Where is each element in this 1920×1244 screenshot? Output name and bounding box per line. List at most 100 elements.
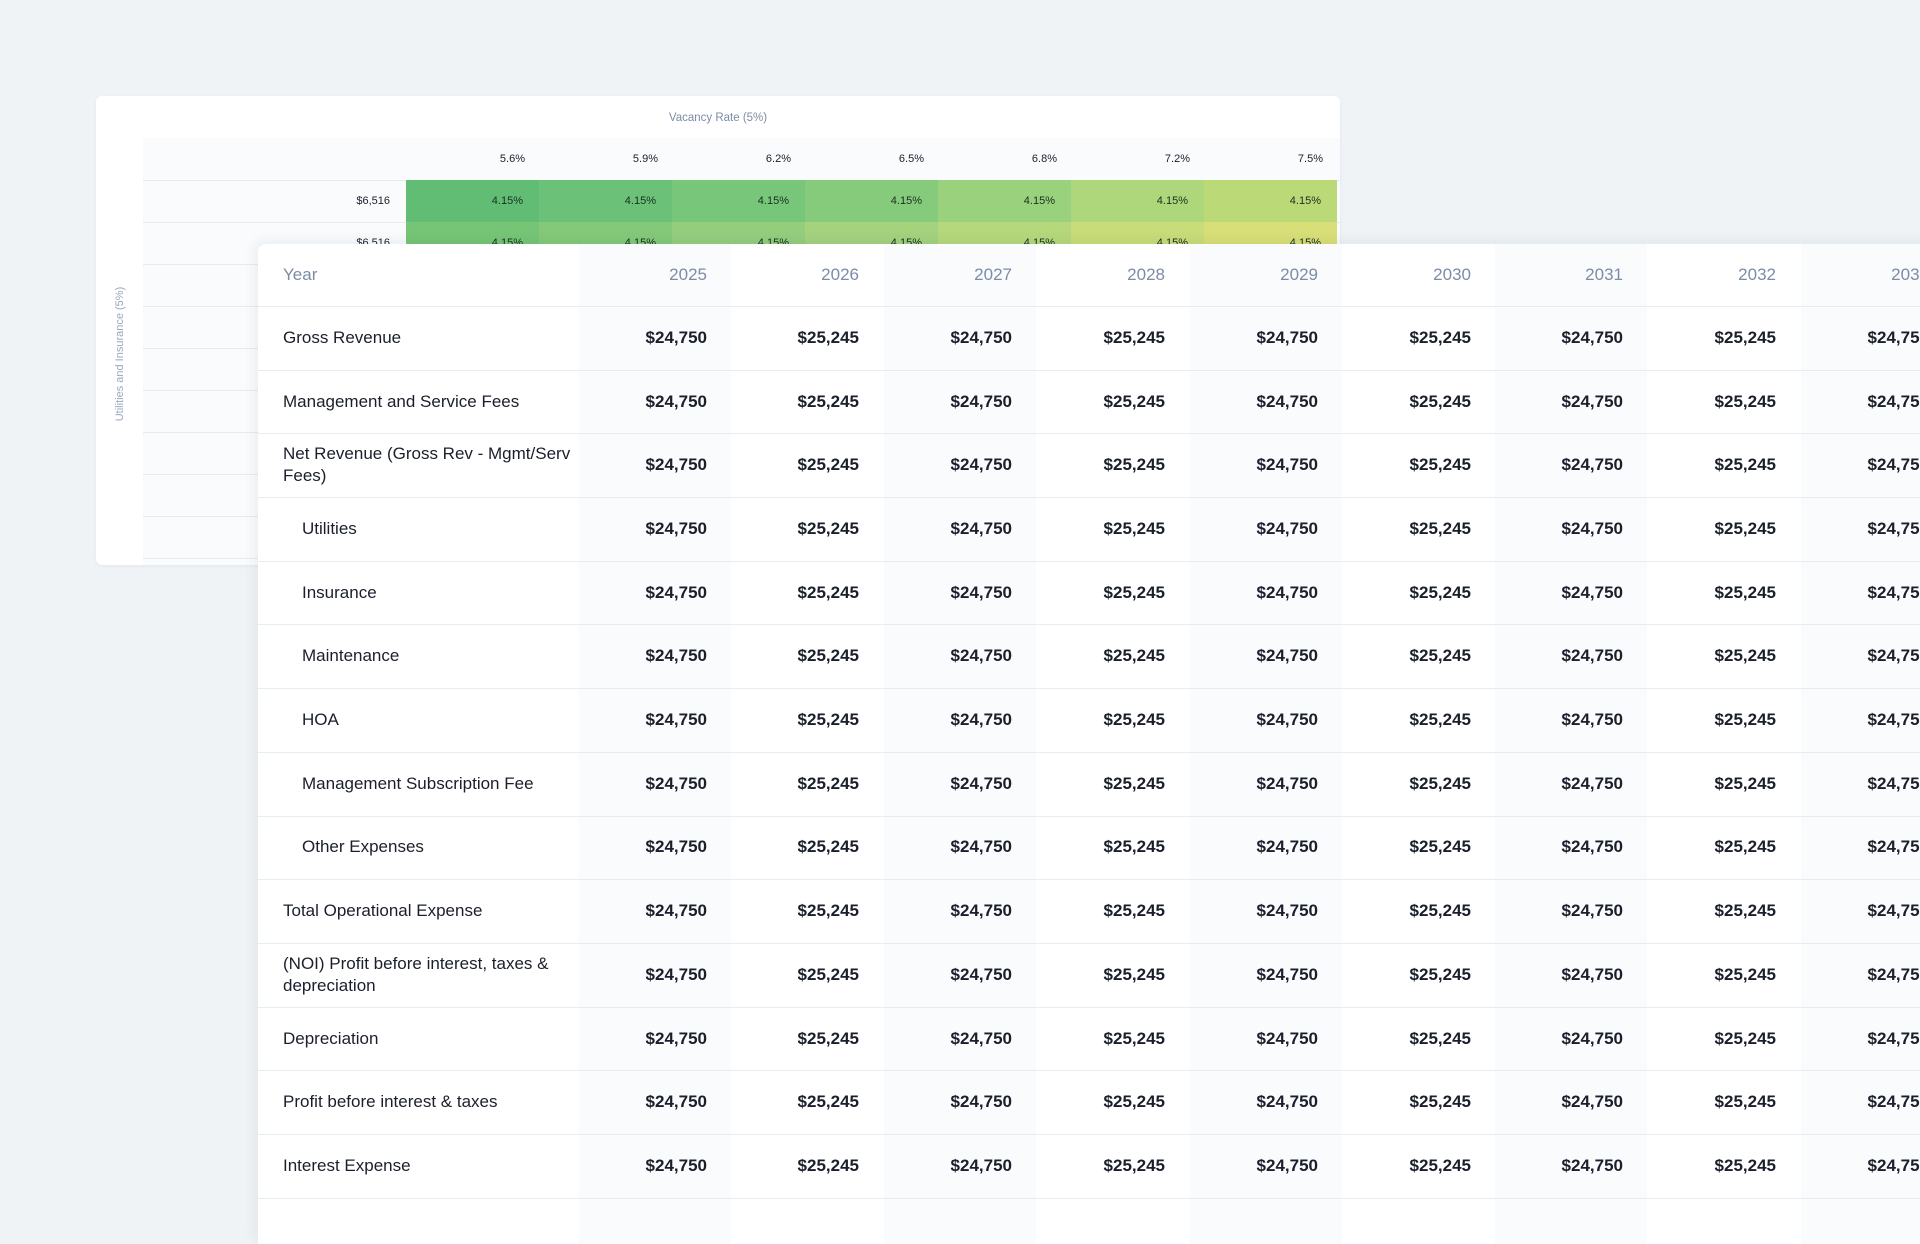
year-column-header: 2025 bbox=[669, 265, 707, 284]
value-cell: $24,750 bbox=[950, 964, 1012, 984]
value-cell: $24,750 bbox=[1867, 1155, 1920, 1175]
value-cell: $25,245 bbox=[797, 582, 859, 602]
value-cell: $24,750 bbox=[950, 391, 1012, 411]
value-cell: $24,750 bbox=[1561, 518, 1623, 538]
value-cell: $25,245 bbox=[797, 710, 859, 730]
value-cell: $25,245 bbox=[1714, 901, 1776, 921]
sensitivity-row: $6,516 4.15% 4.15% 4.15% 4.15% 4.15% 4.15% 4.15… bbox=[143, 180, 1340, 223]
value-cell: $25,245 bbox=[1103, 582, 1165, 602]
row-label: HOA bbox=[302, 710, 339, 730]
value-cell: $24,750 bbox=[1256, 837, 1318, 857]
value-cell: $25,245 bbox=[797, 773, 859, 793]
value-cell: $25,245 bbox=[1409, 518, 1471, 538]
row-label: Net Revenue (Gross Rev - Mgmt/Serv Fees) bbox=[283, 444, 571, 486]
value-cell: $25,245 bbox=[1714, 710, 1776, 730]
value-cell: $24,750 bbox=[1256, 964, 1318, 984]
column-shade bbox=[579, 244, 731, 1244]
value-cell: $25,245 bbox=[797, 391, 859, 411]
sensitivity-column-header: 6.8% bbox=[1031, 153, 1057, 165]
value-cell: $24,750 bbox=[950, 327, 1012, 347]
column-shade bbox=[1495, 244, 1647, 1244]
table-row: Management Subscription Fee $24,750 $25,24… bbox=[258, 752, 1920, 817]
value-cell: $24,750 bbox=[950, 1155, 1012, 1175]
year-column-header: 2026 bbox=[821, 265, 859, 284]
sensitivity-column-header: 6.2% bbox=[765, 153, 791, 165]
value-cell: $24,750 bbox=[645, 455, 707, 475]
value-cell: $25,245 bbox=[1409, 964, 1471, 984]
value-cell: $24,750 bbox=[1256, 518, 1318, 538]
value-cell: $24,750 bbox=[645, 1155, 707, 1175]
projection-table: Year 2025 2026 2027 2028 2029 2030 2031 2032 203… bbox=[258, 244, 1920, 1244]
value-cell: $24,750 bbox=[1867, 391, 1920, 411]
value-cell: $25,245 bbox=[1714, 646, 1776, 666]
value-cell: $25,245 bbox=[1103, 773, 1165, 793]
value-cell: $24,750 bbox=[1867, 582, 1920, 602]
row-label: Utilities bbox=[302, 518, 357, 538]
value-cell: $24,750 bbox=[1256, 327, 1318, 347]
value-cell: $24,750 bbox=[1256, 901, 1318, 921]
value-cell: $25,245 bbox=[797, 1092, 859, 1112]
column-shade bbox=[1190, 244, 1342, 1244]
value-cell: $24,750 bbox=[645, 1028, 707, 1048]
value-cell: $25,245 bbox=[1409, 901, 1471, 921]
value-cell: $24,750 bbox=[645, 773, 707, 793]
value-cell: $24,750 bbox=[950, 901, 1012, 921]
value-cell: $25,245 bbox=[1409, 837, 1471, 857]
value-cell: $24,750 bbox=[1561, 646, 1623, 666]
value-cell: $24,750 bbox=[950, 1028, 1012, 1048]
value-cell: $24,750 bbox=[645, 391, 707, 411]
value-cell: $24,750 bbox=[950, 518, 1012, 538]
sensitivity-column-header: 7.2% bbox=[1164, 153, 1190, 165]
sensitivity-cell: 4.15% bbox=[1204, 180, 1337, 222]
value-cell: $25,245 bbox=[1409, 710, 1471, 730]
value-cell: $24,750 bbox=[950, 710, 1012, 730]
value-cell: $25,245 bbox=[1103, 646, 1165, 666]
value-cell: $25,245 bbox=[1714, 1092, 1776, 1112]
value-cell: $25,245 bbox=[1714, 1155, 1776, 1175]
value-cell: $24,750 bbox=[645, 646, 707, 666]
row-label: (NOI) Profit before interest, taxes & de… bbox=[283, 953, 549, 995]
year-column-header: 2032 bbox=[1738, 265, 1776, 284]
value-cell: $24,750 bbox=[950, 773, 1012, 793]
sensitivity-y-axis-label: Utilities and Insurance (5%) bbox=[114, 286, 126, 422]
sensitivity-row-label: $6,516 bbox=[356, 195, 390, 207]
row-label: Profit before interest & taxes bbox=[283, 1092, 498, 1112]
value-cell: $24,750 bbox=[1561, 901, 1623, 921]
row-label: Management and Service Fees bbox=[283, 391, 520, 411]
value-cell: $24,750 bbox=[645, 710, 707, 730]
value-cell: $25,245 bbox=[1409, 1155, 1471, 1175]
value-cell: $24,750 bbox=[1561, 455, 1623, 475]
value-cell: $24,750 bbox=[645, 518, 707, 538]
sensitivity-column-header: 7.5% bbox=[1297, 153, 1323, 165]
year-header-label: Year bbox=[283, 265, 318, 284]
row-label: Gross Revenue bbox=[283, 327, 402, 347]
value-cell: $24,750 bbox=[1561, 1155, 1623, 1175]
value-cell: $24,750 bbox=[1256, 582, 1318, 602]
value-cell: $25,245 bbox=[1714, 391, 1776, 411]
sensitivity-cell: 4.15% bbox=[805, 180, 938, 222]
value-cell: $25,245 bbox=[797, 1028, 859, 1048]
value-cell: $24,750 bbox=[1561, 327, 1623, 347]
year-column-header: 2027 bbox=[974, 265, 1012, 284]
value-cell: $24,750 bbox=[1561, 964, 1623, 984]
column-shade bbox=[1801, 244, 1920, 1244]
table-row: Other Expenses $24,750 $25,245 $24,750 $25,2… bbox=[258, 816, 1920, 881]
value-cell: $25,245 bbox=[1409, 646, 1471, 666]
value-cell: $24,750 bbox=[645, 901, 707, 921]
value-cell: $24,750 bbox=[1867, 455, 1920, 475]
value-cell: $25,245 bbox=[797, 964, 859, 984]
value-cell: $25,245 bbox=[1409, 1028, 1471, 1048]
value-cell: $25,245 bbox=[1103, 901, 1165, 921]
value-cell: $24,750 bbox=[1256, 773, 1318, 793]
sensitivity-column-header: 6.5% bbox=[898, 153, 924, 165]
value-cell: $24,750 bbox=[1867, 964, 1920, 984]
table-row: Utilities $24,750 $25,245 $24,750 $25,245 $24… bbox=[258, 497, 1920, 562]
value-cell: $24,750 bbox=[950, 582, 1012, 602]
year-column-header: 2028 bbox=[1127, 265, 1165, 284]
table-row: Interest Expense $24,750 $25,245 $24,750 $25… bbox=[258, 1134, 1920, 1199]
sensitivity-cell: 4.15% bbox=[539, 180, 672, 222]
value-cell: $24,750 bbox=[1561, 1028, 1623, 1048]
sensitivity-title: Vacancy Rate (5%) bbox=[668, 112, 768, 124]
year-column-header: 2031 bbox=[1585, 265, 1623, 284]
column-shade bbox=[884, 244, 1036, 1244]
